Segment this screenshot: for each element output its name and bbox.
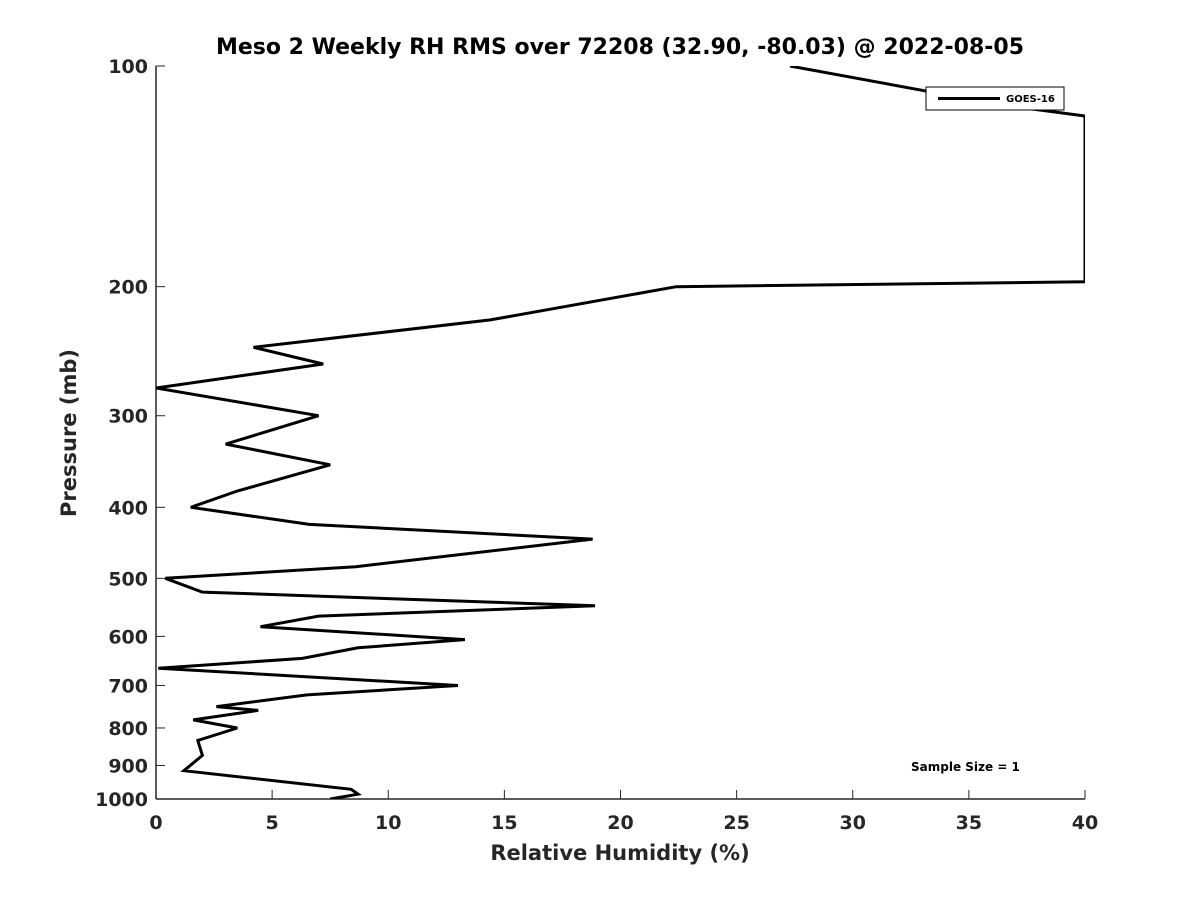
x-axis-label: Relative Humidity (%) [490, 841, 749, 865]
legend: GOES-16 [925, 86, 1065, 111]
series-line-goes-16 [156, 66, 1085, 799]
y-tick-label: 400 [108, 497, 148, 519]
x-tick-label: 15 [491, 812, 517, 834]
x-tick-label: 25 [723, 812, 749, 834]
y-tick-label: 800 [108, 718, 148, 740]
y-tick-label: 500 [108, 568, 148, 590]
y-tick-label: 900 [108, 755, 148, 777]
y-tick-label: 1000 [95, 789, 148, 811]
y-tick-label: 200 [108, 277, 148, 299]
sample-size-annotation: Sample Size = 1 [911, 760, 1020, 774]
y-tick-label: 100 [108, 56, 148, 78]
y-axis-label: Pressure (mb) [57, 349, 81, 517]
plot-area: 0 5 10 15 20 25 30 35 40 100 200 300 400 500 600 700 800… [95, 56, 1098, 834]
y-tick-label: 700 [108, 675, 148, 697]
x-tick-label: 35 [956, 812, 982, 834]
x-tick-label: 10 [375, 812, 401, 834]
y-tick-label: 300 [108, 406, 148, 428]
x-tick-label: 0 [149, 812, 162, 834]
chart-title: Meso 2 Weekly RH RMS over 72208 (32.90, … [216, 35, 1024, 60]
x-tick-label: 40 [1072, 812, 1098, 834]
x-tick-label: 5 [266, 812, 279, 834]
x-tick-label: 30 [840, 812, 866, 834]
y-tick-label: 600 [108, 626, 148, 648]
x-tick-label: 20 [607, 812, 633, 834]
legend-label: GOES-16 [1006, 94, 1055, 105]
